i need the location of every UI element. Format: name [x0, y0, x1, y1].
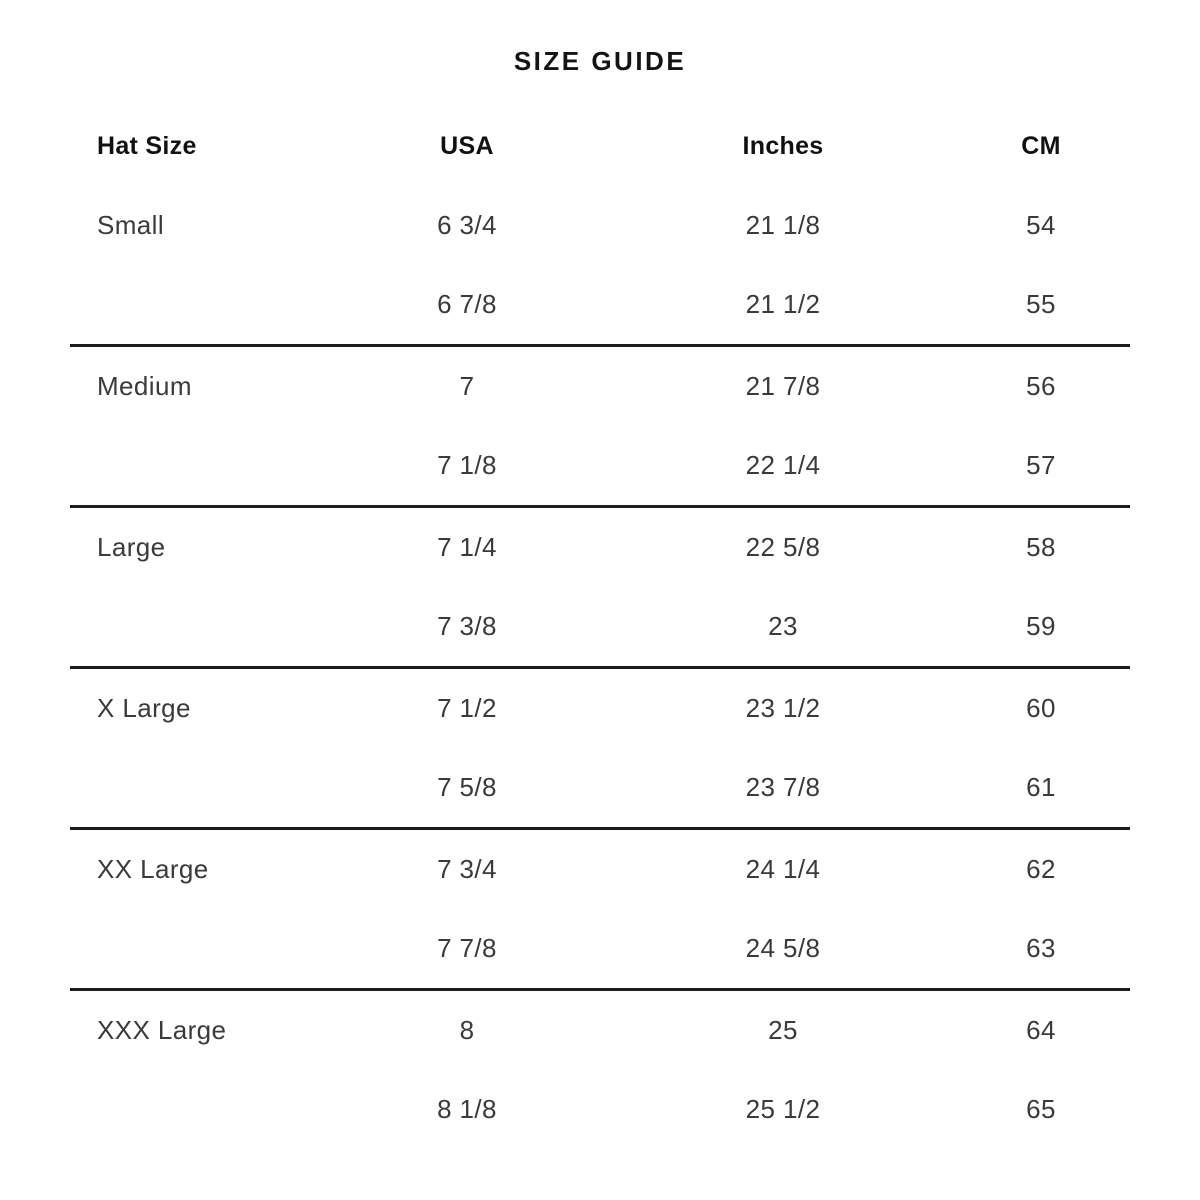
table-row: 7 5/8 23 7/8 61 — [70, 748, 1130, 827]
cell-cm: 64 — [1026, 1015, 1056, 1045]
cell-inches: 23 7/8 — [745, 772, 821, 802]
cell-cm: 55 — [1026, 289, 1056, 319]
size-group-large: Large 7 1/4 22 5/8 58 7 3/8 23 59 — [70, 508, 1130, 669]
cell-usa: 7 1/2 — [437, 693, 497, 723]
column-header-cm: CM — [1021, 131, 1061, 160]
column-header-usa: USA — [440, 131, 494, 160]
cell-inches: 22 1/4 — [745, 450, 821, 480]
cell-usa: 7 1/4 — [437, 532, 497, 562]
table-row: 8 1/8 25 1/2 65 — [70, 1070, 1130, 1149]
size-group-xxx-large: XXX Large 8 25 64 8 1/8 25 1/2 65 — [70, 991, 1130, 1149]
cell-cm: 56 — [1026, 371, 1056, 401]
size-guide-table: Hat Size USA Inches CM Small 6 3/4 21 1/… — [70, 106, 1130, 1149]
cell-inches: 25 — [768, 1015, 798, 1045]
cell-usa: 8 — [459, 1015, 475, 1045]
table-row: 6 7/8 21 1/2 55 — [70, 265, 1130, 344]
cell-hat-size: X Large — [97, 693, 191, 723]
cell-usa: 7 — [459, 371, 475, 401]
cell-inches: 23 — [768, 611, 798, 641]
cell-usa: 7 3/4 — [437, 854, 497, 884]
table-row: XX Large 7 3/4 24 1/4 62 — [70, 830, 1130, 909]
cell-inches: 24 5/8 — [745, 933, 821, 963]
cell-usa: 7 5/8 — [437, 772, 497, 802]
cell-hat-size: Large — [97, 532, 166, 562]
size-group-small: Small 6 3/4 21 1/8 54 6 7/8 21 1/2 55 — [70, 186, 1130, 347]
cell-cm: 60 — [1026, 693, 1056, 723]
table-row: X Large 7 1/2 23 1/2 60 — [70, 669, 1130, 748]
cell-hat-size: XX Large — [97, 854, 209, 884]
cell-inches: 22 5/8 — [745, 532, 821, 562]
size-group-x-large: X Large 7 1/2 23 1/2 60 7 5/8 23 7/8 61 — [70, 669, 1130, 830]
cell-usa: 8 1/8 — [437, 1094, 497, 1124]
cell-usa: 6 3/4 — [437, 210, 497, 240]
cell-usa: 6 7/8 — [437, 289, 497, 319]
cell-cm: 63 — [1026, 933, 1056, 963]
cell-usa: 7 1/8 — [437, 450, 497, 480]
table-row: XXX Large 8 25 64 — [70, 991, 1130, 1070]
table-row: Small 6 3/4 21 1/8 54 — [70, 186, 1130, 265]
cell-cm: 54 — [1026, 210, 1056, 240]
cell-inches: 25 1/2 — [745, 1094, 821, 1124]
column-header-inches: Inches — [742, 131, 824, 160]
cell-inches: 21 1/8 — [745, 210, 821, 240]
table-row: 7 7/8 24 5/8 63 — [70, 909, 1130, 988]
cell-cm: 59 — [1026, 611, 1056, 641]
size-group-medium: Medium 7 21 7/8 56 7 1/8 22 1/4 57 — [70, 347, 1130, 508]
cell-inches: 21 7/8 — [745, 371, 821, 401]
table-row: 7 3/8 23 59 — [70, 587, 1130, 666]
table-row: Medium 7 21 7/8 56 — [70, 347, 1130, 426]
cell-usa: 7 7/8 — [437, 933, 497, 963]
page-title: SIZE GUIDE — [513, 46, 687, 76]
cell-cm: 65 — [1026, 1094, 1056, 1124]
cell-inches: 21 1/2 — [745, 289, 821, 319]
cell-inches: 23 1/2 — [745, 693, 821, 723]
cell-hat-size: Small — [97, 210, 165, 240]
cell-hat-size: Medium — [97, 371, 192, 401]
cell-inches: 24 1/4 — [745, 854, 821, 884]
table-row: Large 7 1/4 22 5/8 58 — [70, 508, 1130, 587]
size-group-xx-large: XX Large 7 3/4 24 1/4 62 7 7/8 24 5/8 63 — [70, 830, 1130, 991]
table-header-row: Hat Size USA Inches CM — [70, 106, 1130, 186]
cell-hat-size: XXX Large — [97, 1015, 227, 1045]
table-row: 7 1/8 22 1/4 57 — [70, 426, 1130, 505]
cell-cm: 58 — [1026, 532, 1056, 562]
cell-cm: 61 — [1026, 772, 1056, 802]
cell-cm: 57 — [1026, 450, 1056, 480]
column-header-hat-size: Hat Size — [97, 131, 197, 160]
cell-cm: 62 — [1026, 854, 1056, 884]
cell-usa: 7 3/8 — [437, 611, 497, 641]
